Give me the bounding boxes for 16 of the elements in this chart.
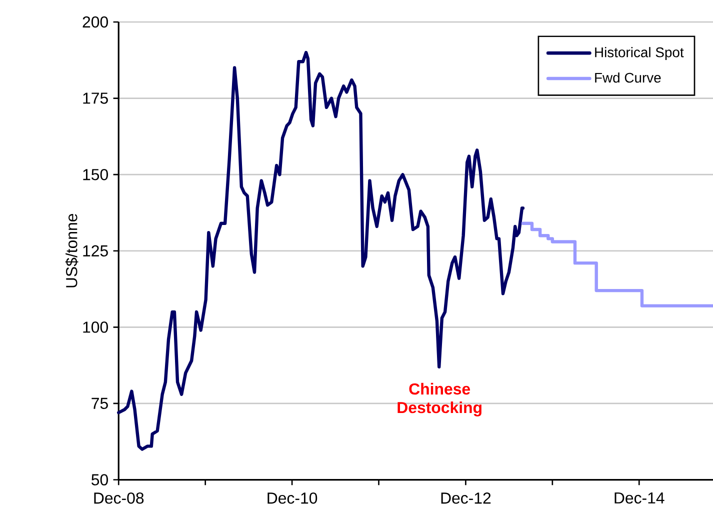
- y-tick-label: 150: [83, 169, 108, 180]
- x-tick-label: Dec-14: [614, 492, 664, 504]
- line-series: [117, 51, 525, 451]
- y-axis-title: US$/tonne: [65, 214, 78, 288]
- y-tick-label: 175: [83, 92, 108, 104]
- annotation: Chinese Destocking: [398, 383, 482, 417]
- x-tick-label: Dec-12: [441, 492, 491, 504]
- y-tick-label: 100: [83, 322, 108, 333]
- y-tick-label: 50: [92, 474, 108, 486]
- x-tick-label: Dec-08: [94, 492, 144, 504]
- y-tick-label: 200: [82, 16, 108, 28]
- y-tick-label: 125: [83, 245, 108, 257]
- legend-label: Fwd Curve: [595, 72, 661, 83]
- x-tick-label: Dec-10: [268, 492, 318, 504]
- legend-label: Historical Spot: [595, 47, 684, 60]
- y-tick-label: 75: [92, 398, 108, 410]
